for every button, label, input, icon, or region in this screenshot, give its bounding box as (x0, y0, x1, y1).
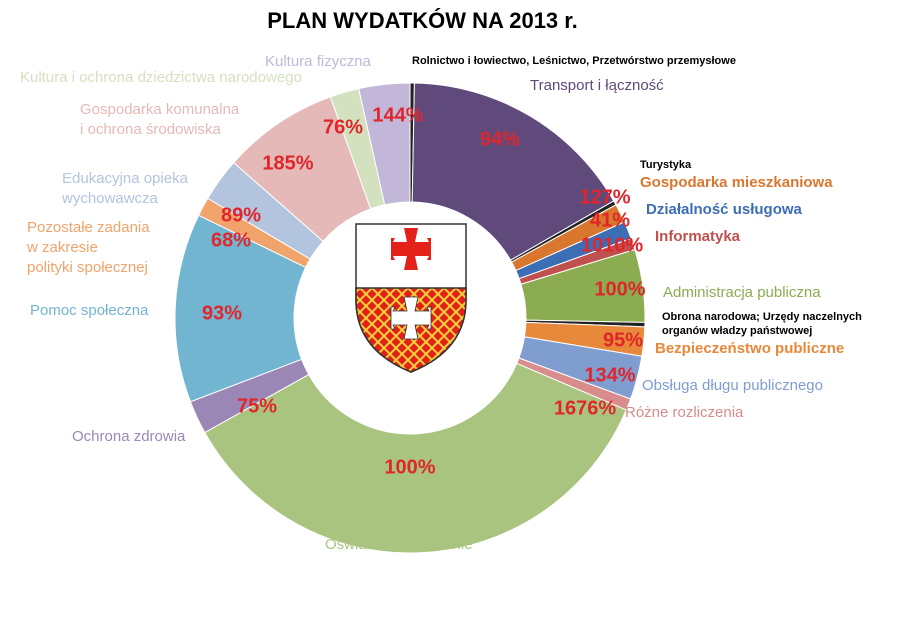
percent-label: 89% (220, 204, 262, 227)
category-label: Pomoc społeczna (30, 302, 149, 319)
category-label: Oświata i wychowanie (325, 536, 473, 553)
coat-of-arms (355, 223, 467, 373)
category-label: Różne rozliczenia (625, 404, 744, 421)
category-label: Bezpieczeństwo publiczne (655, 340, 845, 357)
category-label: Rolnictwo i łowiectwo, Leśnictwo, Przetw… (412, 55, 736, 67)
percent-label: 94% (479, 128, 521, 151)
category-label: Turystyka (640, 159, 692, 171)
category-label: Gospodarka mieszkaniowa (640, 174, 833, 191)
category-label: Ochrona zdrowia (72, 428, 186, 445)
percent-label: 76% (322, 116, 364, 139)
category-label: Informatyka (655, 228, 741, 245)
category-label: Kultura i ochrona dziedzictwa narodowego (20, 69, 302, 86)
percent-label: 68% (210, 229, 252, 252)
percent-label: 127% (579, 186, 631, 209)
category-label: Działalność usługowa (646, 201, 802, 218)
percent-label: 185% (262, 152, 314, 175)
percent-label: 100% (384, 456, 436, 479)
category-label: Gospodarka komunalna i ochrona środowisk… (80, 101, 240, 138)
percent-label: 75% (236, 395, 278, 418)
percent-label: 93% (201, 302, 243, 325)
percent-label: 1010% (580, 234, 644, 257)
category-label: Pozostałe zadania w zakresie polityki sp… (27, 219, 150, 276)
percent-label: 41% (589, 209, 631, 232)
category-label: Obrona narodowa; Urzędy naczelnych organ… (662, 311, 862, 337)
percent-label: 1676% (553, 397, 617, 420)
category-label: Obsługa długu publicznego (642, 377, 823, 394)
category-label: Edukacyjna opieka wychowawcza (62, 170, 188, 207)
percent-label: 134% (584, 364, 636, 387)
category-label: Administracja publiczna (663, 284, 821, 301)
percent-label: 95% (602, 329, 644, 352)
chart-title: PLAN WYDATKÓW NA 2013 r. (267, 8, 578, 33)
category-label: Kultura fizyczna (265, 53, 371, 70)
category-label: Transport i łączność (530, 77, 664, 94)
percent-label: 100% (594, 278, 646, 301)
percent-label: 144% (372, 104, 424, 127)
